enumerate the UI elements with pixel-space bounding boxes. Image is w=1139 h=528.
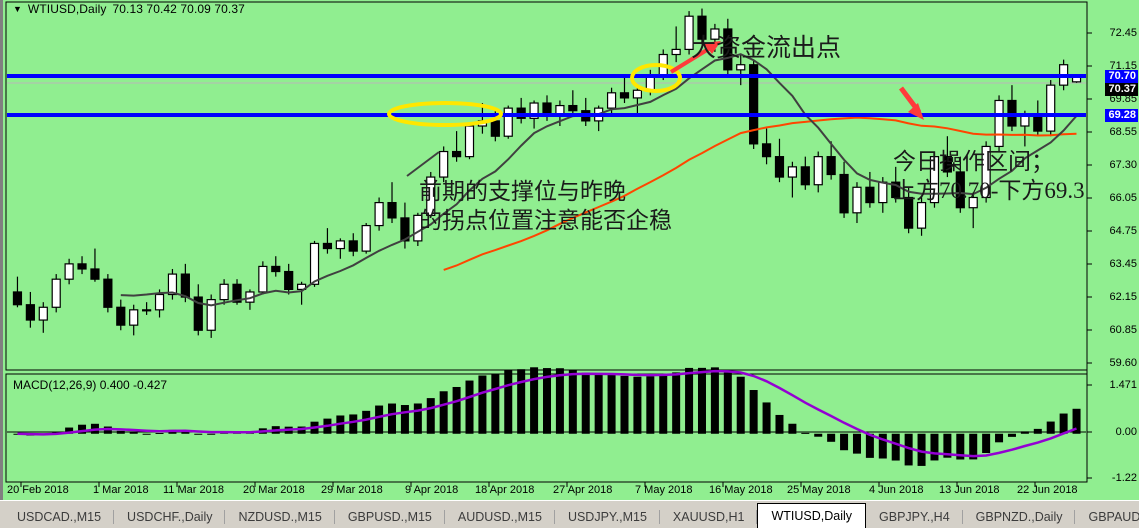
chart-tab[interactable]: XAUUSD,H1 [660, 506, 758, 528]
chart-canvas[interactable] [3, 0, 1139, 500]
outflow-point-ellipse[interactable] [630, 63, 682, 93]
chart-tab[interactable]: GBPNZD.,Daily [963, 506, 1076, 528]
resistance-price-tag[interactable]: 70.70 [1105, 70, 1138, 83]
date-label-13: 22 Jun 2018 [1017, 484, 1078, 496]
date-label-2: 11 Mar 2018 [163, 484, 224, 496]
moving-average-slow [443, 116, 1077, 271]
date-label-8: 7 May 2018 [635, 484, 693, 496]
chevron-down-icon[interactable]: ▼ [13, 3, 22, 14]
date-axis: 20 Feb 2018 1 Mar 2018 11 Mar 2018 20 Ma… [3, 484, 1139, 500]
chart-tabs[interactable]: USDCAD.,M15 USDCHF.,Daily NZDUSD.,M15 GBPUS… [0, 500, 1139, 528]
date-tick-marks [20, 482, 1036, 487]
chart-tab[interactable]: USDJPY.,M15 [555, 506, 660, 528]
price-tick-4: 67.30 [1109, 159, 1137, 171]
price-tick-marks [1087, 32, 1092, 479]
current-price-tag[interactable]: 70.37 [1105, 83, 1138, 96]
date-label-6: 18 Apr 2018 [475, 484, 535, 496]
price-tick-10: 59.60 [1109, 357, 1137, 369]
date-label-9: 16 May 2018 [709, 484, 773, 496]
date-label-7: 27 Apr 2018 [553, 484, 613, 496]
price-tick-6: 64.75 [1109, 225, 1137, 237]
support-price-tag[interactable]: 69.28 [1105, 109, 1138, 122]
price-tick-3: 68.55 [1109, 126, 1137, 138]
annotation-trade-range: 今日操作区间； 上方70.70-下方69.3 [893, 149, 1085, 203]
support-zone-ellipse[interactable] [387, 101, 503, 127]
chart-tab-active[interactable]: WTIUSD,Daily [757, 503, 867, 528]
date-label-5: 9 Apr 2018 [405, 484, 459, 496]
price-tick-1: 71.15 [1109, 60, 1137, 72]
chart-tab[interactable]: AUDUSD.,M15 [445, 506, 555, 528]
macd-tick-1: 0.00 [1115, 426, 1137, 438]
date-label-12: 13 Jun 2018 [939, 484, 1000, 496]
symbol-header[interactable]: ▼ WTIUSD,Daily 70.13 70.42 70.09 70.37 [13, 2, 245, 16]
annotation-support: 前期的支撑位与昨晚 的拐点位置注意能否企稳 [419, 179, 672, 233]
macd-tick-0: 1.471 [1109, 379, 1137, 391]
down-arrow-icon [899, 86, 924, 120]
chart-tab[interactable]: GBPAUD.,M15 [1075, 506, 1139, 528]
date-label-0: 20 Feb 2018 [7, 484, 69, 496]
chart-tab-bar[interactable]: USDCAD.,M15 USDCHF.,Daily NZDUSD.,M15 GBPUS… [0, 500, 1139, 528]
date-label-3: 20 Mar 2018 [243, 484, 305, 496]
date-label-1: 1 Mar 2018 [93, 484, 149, 496]
macd-indicator-label[interactable]: MACD(12,26,9) 0.400 -0.427 [13, 378, 168, 392]
price-tick-2: 69.85 [1109, 93, 1137, 105]
symbol-name-label: WTIUSD,Daily [27, 2, 107, 16]
chart-tab[interactable]: USDCAD.,M15 [4, 506, 115, 528]
symbol-ohlc-values: 70.13 70.42 70.09 70.37 [112, 2, 245, 16]
price-tick-8: 62.15 [1109, 291, 1137, 303]
chart-tab[interactable]: NZDUSD.,M15 [225, 506, 336, 528]
macd-signal-line [17, 369, 1077, 458]
price-tick-5: 66.05 [1109, 192, 1137, 204]
chart-tab[interactable]: GBPJPY.,H4 [866, 506, 963, 528]
date-label-11: 4 Jun 2018 [869, 484, 924, 496]
date-label-4: 29 Mar 2018 [321, 484, 383, 496]
outflow-arrow-icon [669, 41, 721, 74]
macd-histogram [13, 367, 1081, 466]
chart-tab[interactable]: GBPUSD.,M15 [335, 506, 445, 528]
price-tick-9: 60.85 [1109, 324, 1137, 336]
support-note-pointer [406, 151, 440, 177]
date-label-10: 25 May 2018 [787, 484, 851, 496]
annotation-outflow: 大资金流出点 [691, 35, 842, 62]
chart-window[interactable]: ▼ WTIUSD,Daily 70.13 70.42 70.09 70.37 M… [0, 0, 1139, 500]
macd-tick-2: -1.22 [1111, 472, 1137, 484]
price-tick-7: 63.45 [1109, 258, 1137, 270]
chart-tab[interactable]: USDCHF.,Daily [114, 506, 226, 528]
price-tick-0: 72.45 [1109, 27, 1137, 39]
